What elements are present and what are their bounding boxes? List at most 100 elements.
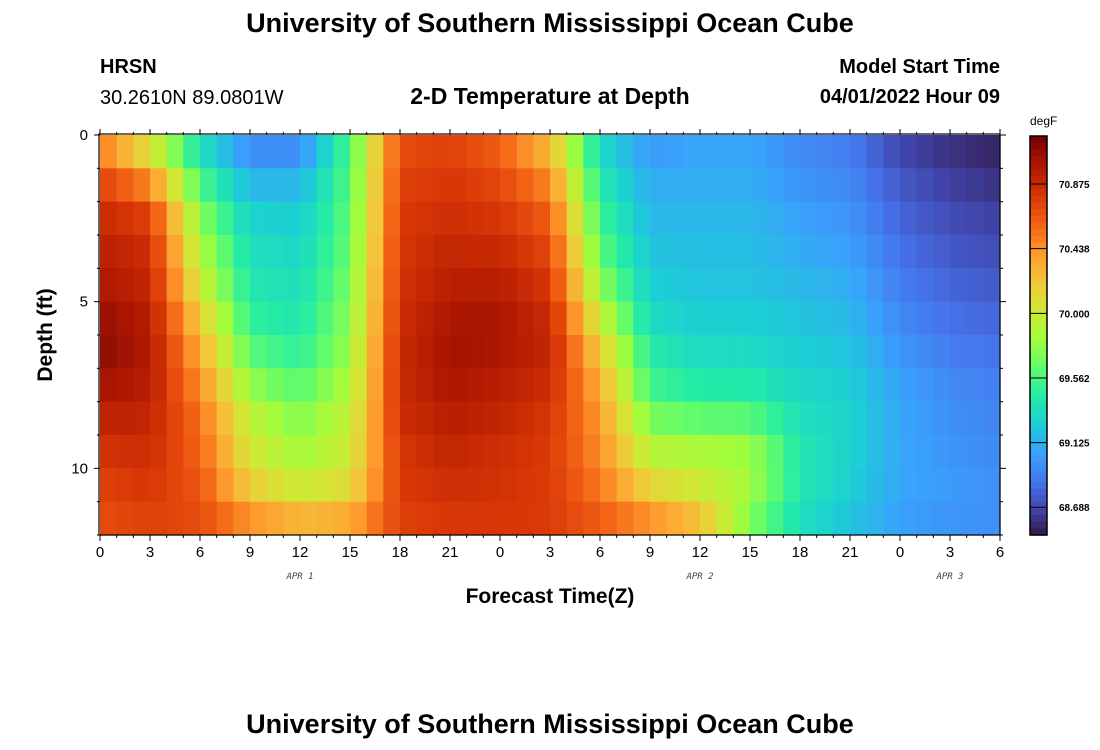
heatmap-cell bbox=[516, 368, 534, 403]
heatmap-cell bbox=[950, 368, 968, 403]
heatmap-cell bbox=[950, 335, 968, 369]
heatmap-cell bbox=[450, 201, 468, 236]
heatmap-cell bbox=[450, 168, 468, 203]
heatmap-cell bbox=[150, 501, 168, 536]
heatmap-cell bbox=[366, 368, 384, 403]
heatmap-cell bbox=[400, 168, 418, 203]
heatmap-cell bbox=[616, 335, 634, 369]
heatmap-cell bbox=[733, 435, 751, 469]
heatmap-cell bbox=[850, 268, 868, 303]
colorbar-segment bbox=[1030, 528, 1047, 536]
heatmap-cell bbox=[400, 401, 418, 436]
heatmap-cell bbox=[950, 501, 968, 536]
heatmap-cell bbox=[150, 235, 168, 269]
heatmap-cell bbox=[783, 201, 801, 236]
heatmap-cell bbox=[416, 235, 434, 269]
heatmap-cell bbox=[466, 168, 484, 203]
heatmap-cell bbox=[183, 435, 201, 469]
heatmap-cell bbox=[983, 301, 1001, 336]
heatmap-cell bbox=[700, 301, 718, 336]
heatmap-cell bbox=[800, 468, 818, 503]
heatmap-cell bbox=[616, 168, 634, 203]
heatmap-cell bbox=[166, 401, 184, 436]
heatmap-cell bbox=[366, 301, 384, 336]
heatmap-cell bbox=[433, 368, 451, 403]
model-start-label: Model Start Time bbox=[839, 56, 1000, 78]
heatmap-cell bbox=[400, 335, 418, 369]
heatmap-cell bbox=[766, 335, 784, 369]
heatmap-cell bbox=[533, 268, 551, 303]
heatmap-cell bbox=[950, 168, 968, 203]
heatmap-cell bbox=[683, 201, 701, 236]
heatmap-cell bbox=[366, 401, 384, 436]
heatmap-cell bbox=[250, 135, 268, 169]
heatmap-cell bbox=[866, 435, 884, 469]
heatmap-cell bbox=[883, 301, 901, 336]
colorbar-segment bbox=[1030, 362, 1047, 370]
heatmap-cell bbox=[800, 335, 818, 369]
heatmap-cell bbox=[983, 135, 1001, 169]
heatmap-cell bbox=[716, 268, 734, 303]
heatmap-cell bbox=[833, 201, 851, 236]
heatmap-cell bbox=[266, 368, 284, 403]
heatmap-cell bbox=[733, 368, 751, 403]
heatmap-cell bbox=[583, 435, 601, 469]
heatmap-cell bbox=[316, 501, 334, 536]
heatmap-cell bbox=[933, 268, 951, 303]
heatmap-cell bbox=[683, 168, 701, 203]
heatmap-cell bbox=[833, 435, 851, 469]
heatmap-cell bbox=[616, 368, 634, 403]
heatmap-cell bbox=[333, 235, 351, 269]
colorbar-segment bbox=[1030, 408, 1047, 416]
heatmap-cell bbox=[816, 201, 834, 236]
heatmap-cell bbox=[633, 135, 651, 169]
heatmap-cell bbox=[116, 135, 134, 169]
heatmap-cell bbox=[383, 468, 401, 503]
heatmap-cell bbox=[600, 335, 618, 369]
x-tick-label: 15 bbox=[742, 544, 759, 561]
y-axis: 0 5 10 bbox=[71, 127, 1006, 536]
heatmap-cell bbox=[150, 368, 168, 403]
heatmap-cell bbox=[750, 501, 768, 536]
heatmap-cell bbox=[733, 468, 751, 503]
heatmap-cell bbox=[800, 301, 818, 336]
heatmap-cell bbox=[916, 268, 934, 303]
heatmap-cell bbox=[716, 468, 734, 503]
heatmap-cell bbox=[166, 301, 184, 336]
heatmap-cell bbox=[700, 201, 718, 236]
heatmap-cell bbox=[983, 401, 1001, 436]
heatmap-cell bbox=[516, 168, 534, 203]
heatmap-cell bbox=[416, 368, 434, 403]
heatmap-cell bbox=[283, 168, 301, 203]
heatmap-cell bbox=[916, 368, 934, 403]
colorbar-segment bbox=[1030, 255, 1047, 263]
heatmap-cell bbox=[783, 301, 801, 336]
heatmap-cell bbox=[100, 435, 118, 469]
heatmap-cell bbox=[216, 201, 234, 236]
heatmap-cell bbox=[750, 435, 768, 469]
heatmap-cell bbox=[166, 368, 184, 403]
heatmap-cell bbox=[116, 435, 134, 469]
heatmap-cell bbox=[683, 268, 701, 303]
heatmap-cell bbox=[850, 335, 868, 369]
heatmap-cell bbox=[116, 335, 134, 369]
colorbar-segment bbox=[1030, 441, 1047, 450]
heatmap-cell bbox=[783, 335, 801, 369]
heatmap-cell bbox=[100, 401, 118, 436]
heatmap-cell bbox=[833, 301, 851, 336]
heatmap-cell bbox=[566, 301, 584, 336]
heatmap-cell bbox=[983, 168, 1001, 203]
heatmap-cell bbox=[283, 301, 301, 336]
date-label: APR 1 bbox=[285, 572, 313, 582]
heatmap-cell bbox=[616, 235, 634, 269]
heatmap-cell bbox=[983, 335, 1001, 369]
heatmap-cell bbox=[816, 168, 834, 203]
heatmap-cell bbox=[116, 468, 134, 503]
heatmap-cell bbox=[366, 501, 384, 536]
heatmap-cell bbox=[283, 268, 301, 303]
heatmap-cell bbox=[133, 201, 151, 236]
heatmap-cell bbox=[250, 368, 268, 403]
colorbar-segment bbox=[1030, 202, 1047, 210]
heatmap-cell bbox=[566, 468, 584, 503]
heatmap-cell bbox=[666, 135, 684, 169]
